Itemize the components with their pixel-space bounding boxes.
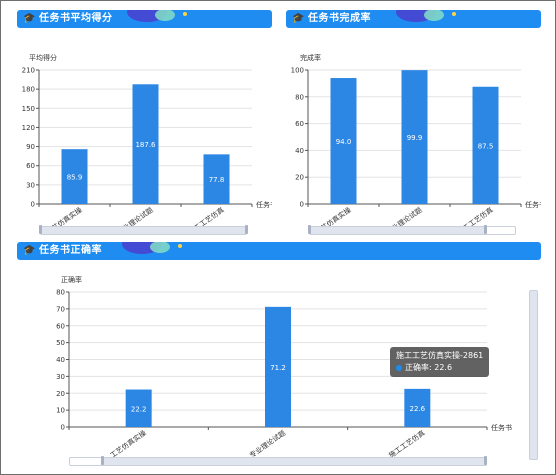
- completion-zoom-slider[interactable]: [309, 226, 486, 235]
- completion-chart: 完成率02040608010094.0工艺仿真实操99.9专业理论试题87.5施…: [291, 53, 541, 232]
- completion-panel: 🎓 任务书完成率 完成率 0 20 40 60 80 100 94.0 工艺仿真实操 99.9 专业…: [286, 10, 541, 240]
- y-tick-label: 150: [22, 105, 35, 113]
- data-label: 71.2: [270, 364, 286, 372]
- graduation-cap-icon: 🎓: [23, 245, 36, 256]
- header-decoration: [127, 10, 187, 22]
- y-tick-label: 100: [291, 67, 304, 75]
- bar: [132, 84, 159, 204]
- bar: [404, 388, 431, 427]
- y-tick-label: 210: [22, 67, 35, 75]
- accuracy-zoom-slider-empty[interactable]: [69, 457, 103, 466]
- y-tick-label: 60: [26, 162, 35, 170]
- data-label: 85.9: [67, 174, 83, 182]
- accuracy-vertical-zoom-slider[interactable]: [529, 290, 538, 460]
- slider-handle-right[interactable]: [484, 225, 487, 234]
- slider-handle-left[interactable]: [101, 456, 104, 465]
- bar: [265, 306, 291, 427]
- x-tick-label: 工艺仿真实操: [108, 428, 148, 459]
- data-label: 22.6: [410, 405, 426, 413]
- y-tick-label: 80: [56, 289, 65, 297]
- y-tick-label: 0: [300, 201, 304, 209]
- bar: [125, 389, 152, 427]
- tooltip-value: 正确率: 22.6: [405, 363, 453, 372]
- slider-handle-right[interactable]: [484, 456, 487, 465]
- y-tick-label: 120: [22, 124, 35, 132]
- y-tick-label: 40: [295, 147, 304, 155]
- bar: [203, 154, 230, 204]
- y-tick-label: 60: [56, 322, 65, 330]
- slider-handle-left[interactable]: [39, 225, 42, 234]
- accuracy-panel: 🎓 任务书正确率 正确率 0 10 20 30 40 50 60 70 80 22.2 工艺仿真实操 7…: [17, 242, 541, 470]
- tooltip-row: 正确率: 22.6: [396, 362, 483, 374]
- avg-score-panel: 🎓 任务书平均得分 平均得分 0 30 60 90 120 150 180 210 85.9 工艺仿…: [17, 10, 272, 240]
- accuracy-chart: 正确率 0 10 20 30 40 50 60 70 80 22.2 工艺仿真实操 71.2 专业理论试题…: [56, 275, 512, 460]
- graduation-cap-icon: 🎓: [23, 13, 36, 24]
- bar-tooltip: 施工工艺仿真实操-2861 正确率: 22.6: [390, 347, 490, 377]
- data-label: 87.5: [478, 142, 494, 150]
- completion-zoom-slider-empty[interactable]: [484, 226, 516, 235]
- accuracy-zoom-slider[interactable]: [101, 457, 487, 466]
- accuracy-header: 🎓 任务书正确率: [17, 242, 541, 260]
- graduation-cap-icon: 🎓: [292, 13, 305, 24]
- y-axis-label: 完成率: [300, 53, 321, 62]
- y-tick-label: 80: [295, 93, 304, 101]
- data-label: 94.0: [336, 138, 352, 146]
- y-tick-label: 60: [295, 120, 304, 128]
- avg-score-chart: 平均得分030609012015018021085.9工艺仿真实操187.6专业…: [22, 53, 272, 232]
- completion-title: 任务书完成率: [308, 13, 371, 24]
- header-decoration: [122, 242, 182, 254]
- y-tick-label: 90: [26, 143, 35, 151]
- bar: [472, 86, 499, 204]
- bar: [330, 78, 357, 204]
- y-tick-label: 50: [56, 339, 65, 347]
- avg-score-zoom-slider[interactable]: [40, 226, 247, 235]
- data-label: 22.2: [131, 405, 147, 413]
- y-tick-label: 10: [56, 407, 65, 415]
- completion-header: 🎓 任务书完成率: [286, 10, 541, 28]
- data-label: 187.6: [135, 141, 156, 149]
- x-tick-label: 专业理论试题: [248, 428, 288, 459]
- avg-score-title: 任务书平均得分: [39, 13, 113, 24]
- y-tick-label: 30: [26, 181, 35, 189]
- y-tick-label: 20: [56, 390, 65, 398]
- x-axis-label: 任务书: [525, 200, 541, 209]
- data-label: 77.8: [209, 176, 225, 184]
- data-label: 99.9: [407, 134, 423, 142]
- header-decoration: [396, 10, 456, 22]
- slider-handle-left[interactable]: [308, 225, 311, 234]
- y-tick-label: 20: [295, 174, 304, 182]
- y-tick-label: 180: [22, 86, 35, 94]
- y-tick-label: 0: [61, 424, 65, 432]
- y-tick-label: 70: [56, 305, 65, 313]
- y-axis-label: 正确率: [61, 275, 82, 284]
- tooltip-title: 施工工艺仿真实操-2861: [396, 351, 484, 360]
- x-tick-label: 施工工艺仿真: [387, 428, 427, 459]
- y-axis-label: 平均得分: [29, 53, 57, 62]
- avg-score-header: 🎓 任务书平均得分: [17, 10, 272, 28]
- y-tick-label: 30: [56, 373, 65, 381]
- bar: [401, 70, 428, 204]
- x-axis-label: 任务书: [491, 423, 512, 432]
- tooltip-dot: [396, 364, 402, 371]
- slider-handle-right[interactable]: [245, 225, 248, 234]
- x-axis-label: 任务书: [256, 200, 272, 209]
- accuracy-title: 任务书正确率: [39, 245, 102, 256]
- y-tick-label: 0: [31, 201, 35, 209]
- bar: [61, 149, 88, 204]
- y-tick-label: 40: [56, 356, 65, 364]
